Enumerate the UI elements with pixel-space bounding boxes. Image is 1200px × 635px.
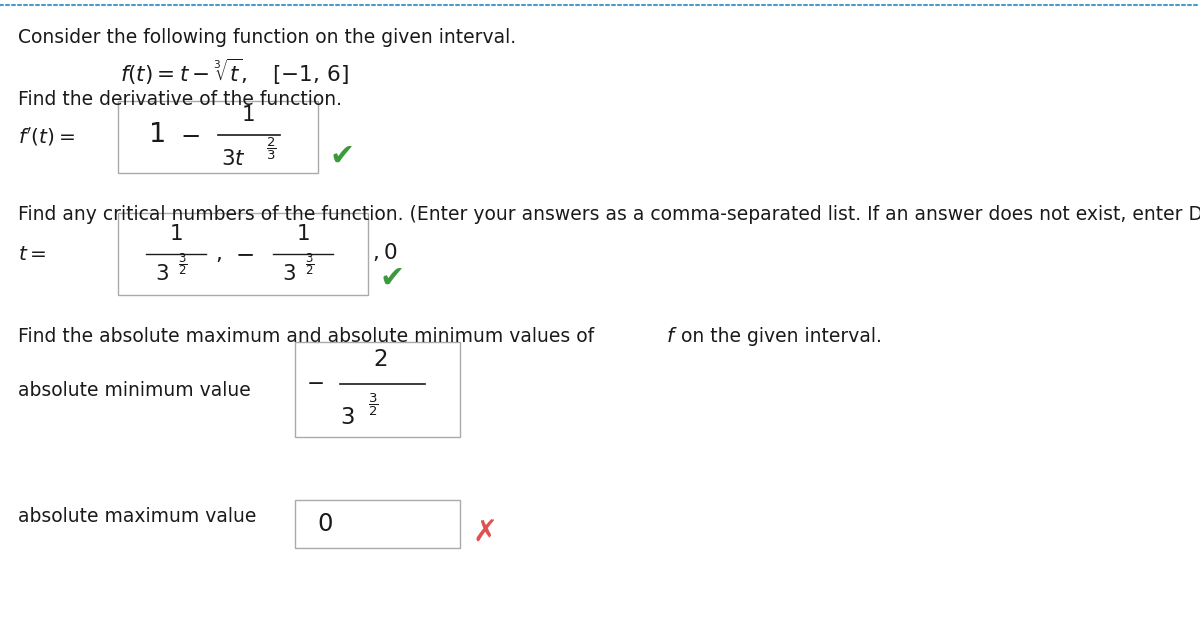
Text: $\dfrac{2}{3}$: $\dfrac{2}{3}$ bbox=[266, 136, 276, 162]
Text: on the given interval.: on the given interval. bbox=[674, 327, 882, 346]
Text: $-$: $-$ bbox=[235, 243, 253, 265]
Text: $2$: $2$ bbox=[373, 349, 388, 371]
Bar bbox=[295, 342, 460, 437]
Bar bbox=[295, 500, 460, 548]
Text: $,0$: $,0$ bbox=[372, 241, 397, 263]
Text: $0$: $0$ bbox=[317, 512, 332, 536]
Text: $\dfrac{3}{2}$: $\dfrac{3}{2}$ bbox=[368, 392, 378, 418]
Text: Find the absolute maximum and absolute minimum values of: Find the absolute maximum and absolute m… bbox=[18, 327, 600, 346]
Text: $-$: $-$ bbox=[180, 123, 200, 147]
Text: Consider the following function on the given interval.: Consider the following function on the g… bbox=[18, 28, 516, 47]
Text: $3\mathit{t}$: $3\mathit{t}$ bbox=[221, 149, 245, 169]
Text: absolute minimum value: absolute minimum value bbox=[18, 380, 251, 399]
Bar bbox=[118, 213, 368, 295]
Text: $\mathit{f}'(\mathit{t}) =$: $\mathit{f}'(\mathit{t}) =$ bbox=[18, 126, 76, 148]
Text: $1$: $1$ bbox=[296, 224, 310, 244]
Text: Find any critical numbers of the function. (Enter your answers as a comma-separa: Find any critical numbers of the functio… bbox=[18, 205, 1200, 224]
Text: $\dfrac{3}{2}$: $\dfrac{3}{2}$ bbox=[305, 251, 314, 277]
Text: ✔: ✔ bbox=[330, 142, 355, 171]
Text: $3$: $3$ bbox=[340, 406, 354, 429]
Text: absolute maximum value: absolute maximum value bbox=[18, 507, 257, 526]
Text: ✔: ✔ bbox=[380, 264, 406, 293]
Text: $3$: $3$ bbox=[282, 264, 296, 284]
Text: $\mathit{t} =$: $\mathit{t} =$ bbox=[18, 244, 47, 264]
Text: $3$: $3$ bbox=[155, 264, 169, 284]
Text: $1$: $1$ bbox=[148, 122, 164, 148]
Text: $\dfrac{3}{2}$: $\dfrac{3}{2}$ bbox=[178, 251, 187, 277]
Text: $-$: $-$ bbox=[306, 371, 324, 392]
Text: ✗: ✗ bbox=[472, 519, 497, 548]
Text: $1$: $1$ bbox=[169, 224, 182, 244]
Bar bbox=[118, 101, 318, 173]
Text: Find the derivative of the function.: Find the derivative of the function. bbox=[18, 90, 342, 109]
Text: $\mathit{f}$: $\mathit{f}$ bbox=[666, 327, 678, 346]
Text: $,$: $,$ bbox=[215, 244, 221, 264]
Text: $1$: $1$ bbox=[241, 105, 254, 125]
Text: $\mathit{f}(\mathit{t}) = \mathit{t} - \sqrt[3]{\mathit{t}},\quad [-1,\,6]$: $\mathit{f}(\mathit{t}) = \mathit{t} - \… bbox=[120, 57, 349, 87]
